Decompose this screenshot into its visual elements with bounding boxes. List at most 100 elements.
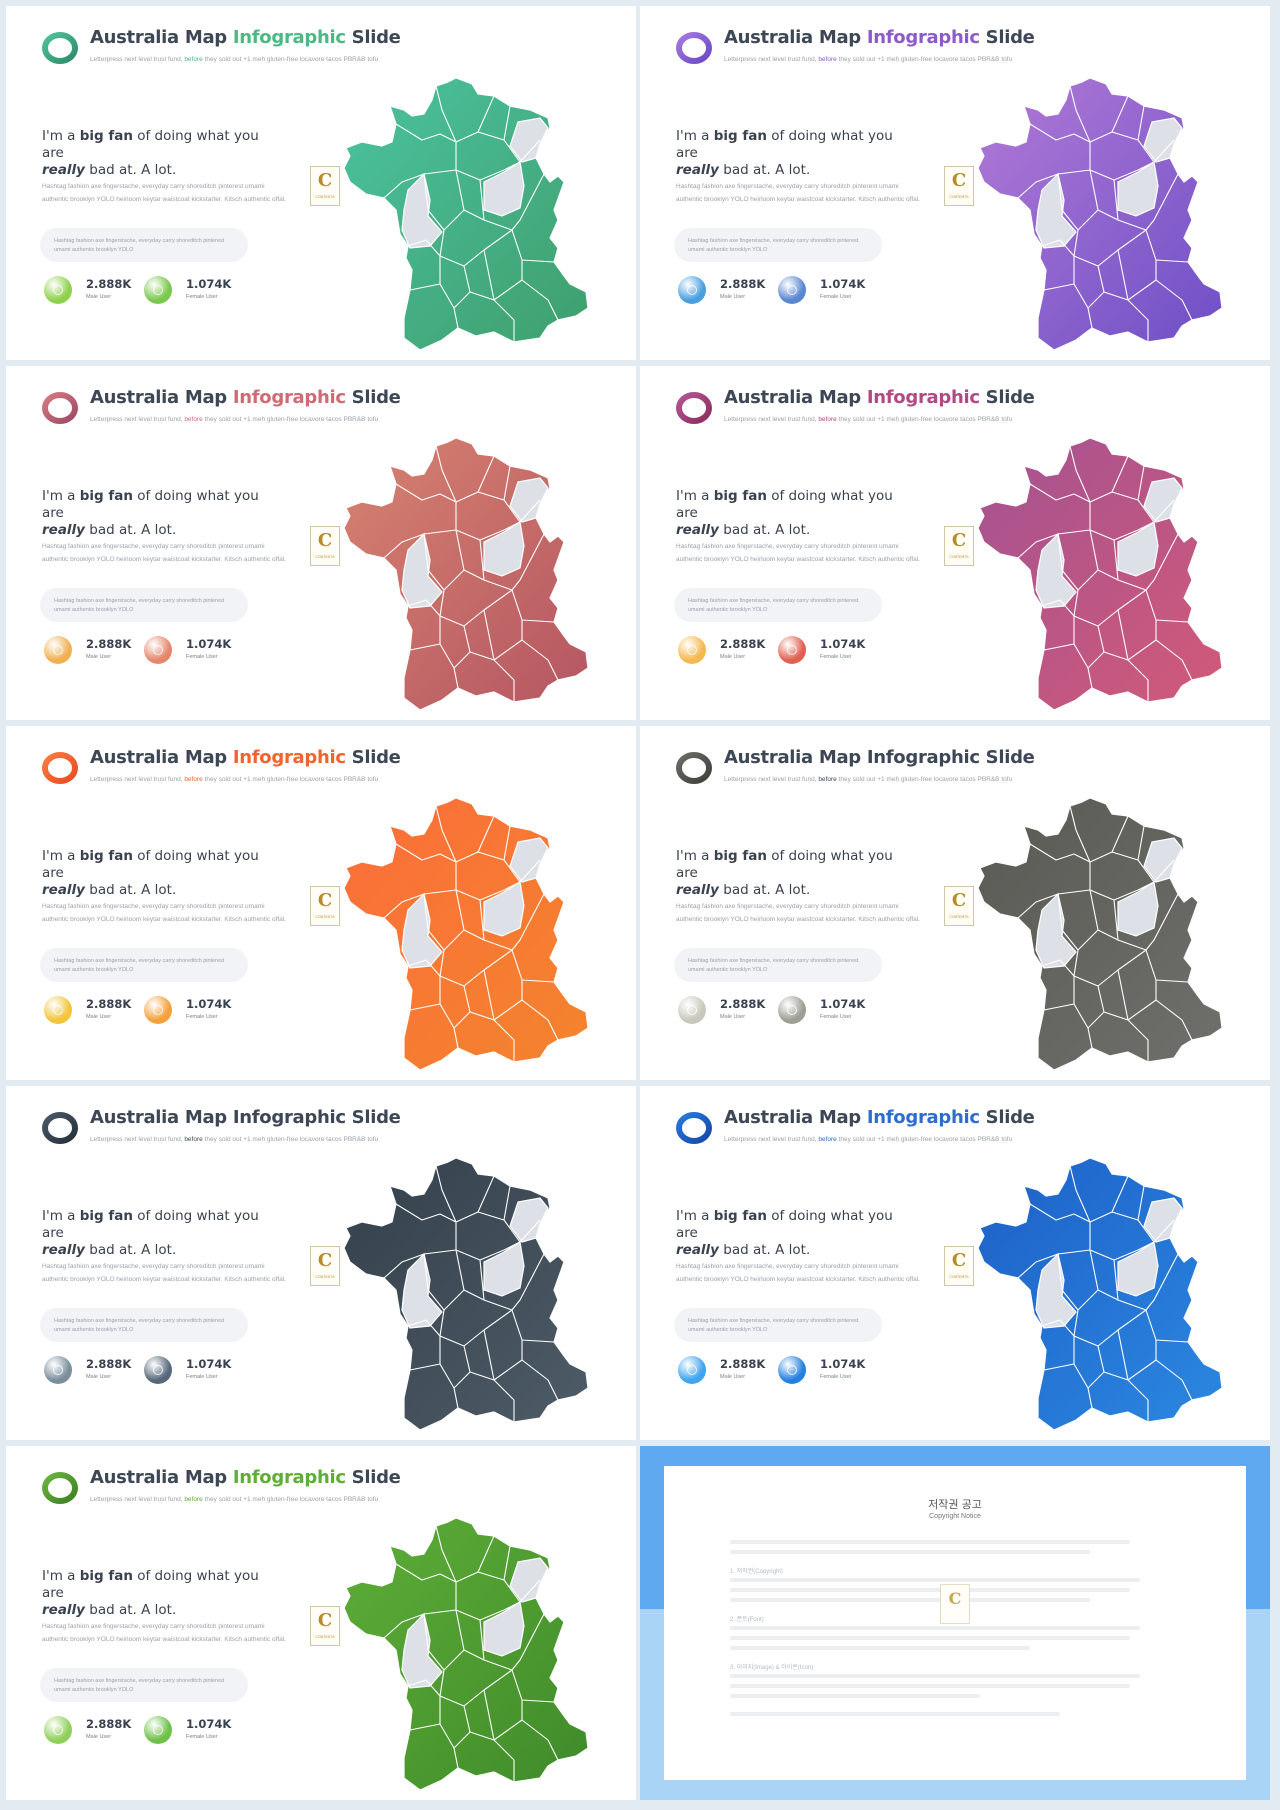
france-map	[344, 1517, 589, 1791]
headline-part1: I'm a	[676, 488, 714, 504]
title-part2: Slide	[979, 27, 1035, 48]
headline-italic: really	[42, 522, 85, 538]
title-part2: Slide	[345, 747, 401, 768]
headline-italic: really	[42, 1242, 85, 1258]
male-user-value: 2.888K	[720, 637, 766, 651]
copyright-text-line	[730, 1578, 1140, 1582]
france-map	[978, 77, 1223, 351]
map-region-border	[435, 445, 457, 530]
map-region-border	[463, 1649, 485, 1661]
subtitle-part2: they sold out +1 meh gluten-free locavor…	[202, 1136, 379, 1143]
map-highlight-region	[509, 837, 549, 883]
title-part2: Slide	[345, 387, 401, 408]
logo-ring-icon	[676, 32, 712, 64]
headline-part3: bad at. A lot.	[84, 1602, 177, 1618]
title-accent: Infographic	[232, 27, 346, 48]
badge-letter: C	[951, 1250, 967, 1271]
badge-label: CONTENTS	[315, 1635, 335, 1639]
logo-ring-icon	[42, 752, 78, 784]
body-text: Hashtag fashion axe fingerstache, everyd…	[676, 1263, 920, 1283]
slide-title: Australia Map Infographic Slide	[90, 1467, 401, 1488]
slide-title: Australia Map Infographic Slide	[90, 387, 401, 408]
map-region-border	[455, 1601, 521, 1621]
subtitle-part1: Letterpress next level trust fund,	[90, 1136, 185, 1143]
slide-subtitle: Letterpress next level trust fund, befor…	[724, 56, 1012, 63]
badge-label: CONTENTS	[949, 915, 969, 919]
headline-bold: big fan	[79, 488, 133, 504]
headline-bold: big fan	[79, 128, 133, 144]
map-region-border	[1127, 299, 1149, 342]
subtitle-highlight: before	[818, 416, 837, 423]
map-region-border	[493, 299, 515, 342]
headline-italic: really	[42, 1602, 85, 1618]
map-highlight-region	[1143, 837, 1183, 883]
copyright-text-line	[730, 1588, 1130, 1592]
headline-italic: really	[676, 162, 719, 178]
slide-subtitle: Letterpress next level trust fund, befor…	[724, 1136, 1012, 1143]
contents-badge: C CONTENTS	[944, 526, 974, 566]
map-region-border	[1097, 1289, 1119, 1301]
map-region-border	[439, 229, 513, 267]
female-user-value: 1.074K	[186, 997, 232, 1011]
map-region-border	[383, 889, 457, 919]
headline-part2: of doing what you are	[42, 1568, 259, 1601]
user-glyph-icon	[153, 645, 163, 655]
map-region-border	[1127, 1019, 1149, 1062]
map-highlight-region	[401, 1252, 443, 1329]
badge-label: CONTENTS	[949, 195, 969, 199]
france-map	[978, 797, 1223, 1071]
body-text: Hashtag fashion axe fingerstache, everyd…	[676, 903, 920, 923]
map-region-border	[1057, 893, 1079, 977]
headline-part2: of doing what you are	[676, 128, 893, 161]
headline: I'm a big fan of doing what you are reall…	[42, 848, 282, 899]
male-user-label: Male User	[86, 1734, 112, 1740]
headline-part2: of doing what you are	[42, 1208, 259, 1241]
copyright-section-heading: 3. 이미지(Image) & 아이콘(Icon)	[730, 1665, 814, 1671]
map-region-border	[423, 893, 445, 977]
map-region-border	[1041, 1319, 1075, 1337]
user-glyph-icon	[687, 1365, 697, 1375]
headline-bold: big fan	[713, 1208, 767, 1224]
male-user-icon	[678, 276, 706, 304]
pill-text: Hashtag fashion axe fingerstache, everyd…	[54, 598, 225, 613]
badge-label: CONTENTS	[315, 555, 335, 559]
title-part1: Australia Map	[724, 387, 867, 408]
map-country	[344, 797, 589, 1071]
map-region-border	[407, 239, 441, 257]
map-region-border	[1069, 445, 1091, 530]
male-user-value: 2.888K	[720, 997, 766, 1011]
subtitle-highlight: before	[818, 56, 837, 63]
body-text: Hashtag fashion axe fingerstache, everyd…	[42, 1623, 286, 1643]
slide-slate: Australia Map Infographic Slide Letterpre…	[6, 1086, 636, 1440]
subtitle-highlight: before	[818, 1136, 837, 1143]
male-user-label: Male User	[720, 654, 746, 660]
info-pill: Hashtag fashion axe fingerstache, everyd…	[40, 1308, 248, 1342]
headline-part1: I'm a	[42, 1208, 80, 1224]
headline: I'm a big fan of doing what you are reall…	[676, 488, 916, 539]
subtitle-highlight: before	[184, 416, 203, 423]
info-pill: Hashtag fashion axe fingerstache, everyd…	[40, 588, 248, 622]
pill-text: Hashtag fashion axe fingerstache, everyd…	[54, 1678, 225, 1693]
map-highlight-region	[1035, 892, 1077, 969]
copyright-text-line	[730, 1684, 1130, 1688]
map-highlight-region	[483, 521, 525, 577]
france-map	[344, 1157, 589, 1431]
map-region-border	[1069, 1165, 1091, 1250]
female-user-value: 1.074K	[820, 997, 866, 1011]
map-region-border	[1087, 1027, 1093, 1049]
headline-part1: I'm a	[42, 488, 80, 504]
male-user-icon	[678, 996, 706, 1024]
map-region-border	[1069, 805, 1091, 890]
france-map	[344, 797, 589, 1071]
headline-bold: big fan	[79, 1208, 133, 1224]
map-region-border	[1117, 609, 1129, 661]
slide-title: Australia Map Infographic Slide	[90, 747, 401, 768]
slide-magenta: Australia Map Infographic Slide Letterpre…	[640, 366, 1270, 720]
contents-badge: C CONTENTS	[310, 166, 340, 206]
france-map	[978, 1157, 1223, 1431]
map-region-border	[1073, 949, 1147, 987]
map-region-border	[423, 173, 445, 257]
map-region-border	[407, 599, 441, 617]
headline-part1: I'm a	[676, 848, 714, 864]
headline-part2: of doing what you are	[676, 488, 893, 521]
